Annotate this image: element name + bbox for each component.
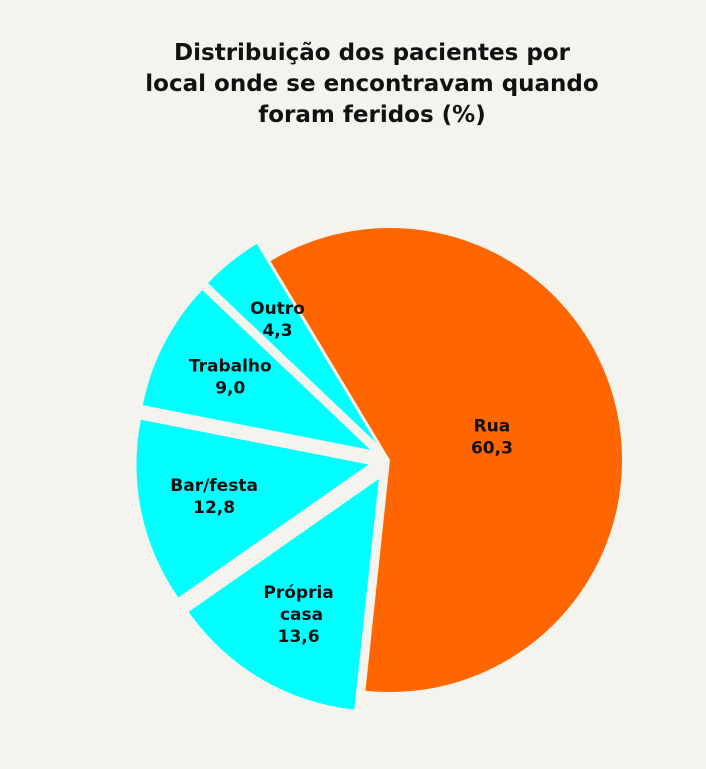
slice-category: Rua [474, 416, 511, 436]
slice-category: Trabalho [189, 356, 272, 376]
slice-label: Outro 4,3 [250, 299, 305, 341]
slice-value: 9,0 [215, 378, 245, 398]
slice-label: Rua 60,3 [471, 416, 513, 458]
slice-value: 60,3 [471, 438, 513, 458]
pie-slice [188, 478, 379, 710]
slice-value: 13,6 [278, 627, 320, 647]
chart-title: Distribuição dos pacientes por local ond… [145, 40, 599, 128]
slice-value: 4,3 [262, 321, 292, 341]
pie-slice [208, 243, 377, 443]
pie-slice [142, 290, 371, 450]
slice-category: Própria casa [263, 583, 333, 625]
slice-category: Outro [250, 299, 305, 319]
pie-slice [136, 419, 369, 598]
slice-label: Bar/festa 12,8 [170, 476, 258, 518]
slice-label: Própria casa 13,6 [263, 583, 333, 647]
slice-value: 12,8 [193, 498, 235, 518]
slice-category: Bar/festa [170, 476, 258, 496]
pie-slice [270, 228, 622, 692]
slice-label: Trabalho 9,0 [189, 356, 272, 398]
